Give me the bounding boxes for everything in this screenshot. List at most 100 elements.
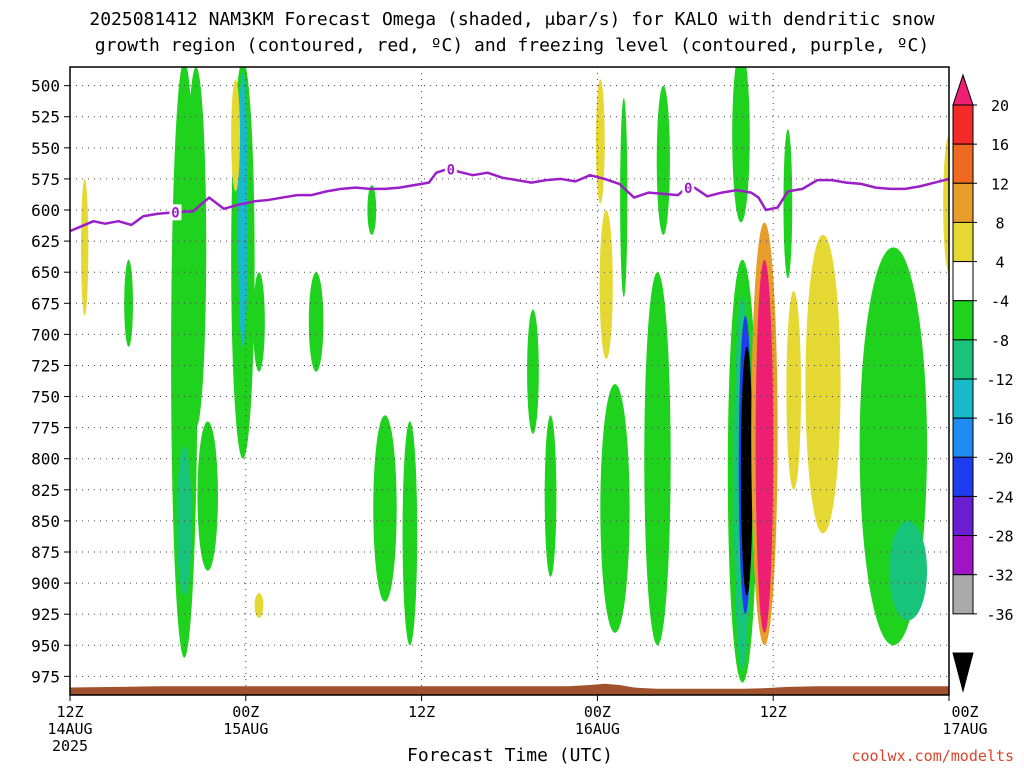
y-tick-label: 775 bbox=[31, 419, 60, 438]
x-tick-label: 15AUG bbox=[223, 720, 268, 738]
colorbar-label: -28 bbox=[986, 528, 1013, 546]
y-tick-label: 650 bbox=[31, 263, 60, 282]
freezing-level-contour: 0 0 0 bbox=[70, 161, 949, 233]
omega-region bbox=[237, 73, 248, 347]
colorbar-segment bbox=[952, 417, 974, 458]
y-tick-label: 950 bbox=[31, 636, 60, 655]
contour-label-bg bbox=[682, 179, 695, 196]
colorbar-segment bbox=[952, 261, 974, 302]
chart-title-line-2: growth region (contoured, red, ºC) and f… bbox=[94, 35, 930, 56]
colorbar-segment bbox=[952, 378, 974, 419]
x-tick-label: 14AUG bbox=[47, 720, 92, 738]
x-tick-label: 12Z bbox=[408, 703, 435, 721]
colorbar-label: -12 bbox=[986, 371, 1013, 389]
x-axis-label: Forecast Time (UTC) bbox=[407, 745, 613, 766]
omega-region bbox=[185, 67, 207, 428]
terrain-surface bbox=[70, 683, 949, 695]
y-tick-label: 725 bbox=[31, 356, 60, 375]
omega-region bbox=[786, 290, 802, 490]
y-tick-label: 525 bbox=[31, 108, 60, 127]
y-tick-label: 675 bbox=[31, 294, 60, 313]
colorbar-arrow-top bbox=[952, 73, 974, 106]
omega-shading bbox=[80, 67, 949, 683]
colorbar-label: 16 bbox=[991, 136, 1009, 154]
y-tick-label: 925 bbox=[31, 605, 60, 624]
omega-region bbox=[124, 259, 133, 347]
omega-region bbox=[783, 129, 793, 279]
colorbar-label: -16 bbox=[986, 410, 1013, 428]
omega-region bbox=[599, 210, 613, 360]
y-tick-label: 550 bbox=[31, 139, 60, 158]
omega-region bbox=[644, 272, 671, 646]
x-tick-label: 12Z bbox=[760, 703, 787, 721]
omega-region bbox=[620, 98, 628, 298]
colorbar-segment bbox=[952, 574, 974, 615]
y-tick-label: 900 bbox=[31, 574, 60, 593]
omega-region bbox=[805, 234, 841, 534]
colorbar-segment bbox=[952, 339, 974, 380]
omega-region bbox=[527, 309, 539, 434]
omega-region bbox=[253, 272, 265, 372]
chart-title-line-1: 2025081412 NAM3KM Forecast Omega (shaded… bbox=[89, 9, 935, 30]
omega-region bbox=[197, 421, 218, 571]
omega-region bbox=[740, 346, 753, 596]
x-tick-label: 00Z bbox=[232, 703, 259, 721]
omega-region bbox=[656, 85, 670, 235]
y-tick-label: 975 bbox=[31, 667, 60, 686]
y-tick-label: 625 bbox=[31, 232, 60, 251]
y-tick-label: 750 bbox=[31, 388, 60, 407]
colorbar-label: -4 bbox=[991, 293, 1009, 311]
y-axis: 500 525 550 575 600 625 650 675 700 725 750 775 800 8… bbox=[31, 77, 70, 686]
colorbar-label: -32 bbox=[986, 567, 1013, 585]
omega-region bbox=[402, 421, 418, 646]
colorbar-segment bbox=[952, 495, 974, 537]
x-tick-label: 00Z bbox=[951, 703, 978, 721]
colorbar-segment bbox=[952, 182, 974, 223]
grid-lines bbox=[70, 67, 949, 695]
freezing-level-label: 0 bbox=[171, 205, 179, 221]
plot-frame bbox=[69, 66, 950, 696]
colorbar-label: 12 bbox=[991, 175, 1009, 193]
y-tick-label: 875 bbox=[31, 543, 60, 562]
colorbar-label: -8 bbox=[991, 332, 1009, 350]
y-tick-label: 850 bbox=[31, 512, 60, 531]
contour-label-bg bbox=[444, 161, 457, 178]
omega-region bbox=[373, 415, 397, 602]
colorbar: 20 16 12 8 4 -4 -8 -12 -16 -20 -24 -28 -32 -36 bbox=[952, 73, 1014, 693]
y-tick-label: 800 bbox=[31, 450, 60, 469]
colorbar-arrow-bottom bbox=[952, 652, 974, 693]
x-tick-label: 00Z bbox=[584, 703, 611, 721]
terrain bbox=[70, 683, 949, 695]
omega-region bbox=[600, 384, 630, 633]
y-tick-label: 575 bbox=[31, 170, 60, 189]
colorbar-label: 20 bbox=[991, 97, 1009, 115]
omega-region bbox=[943, 135, 949, 273]
omega-region bbox=[254, 593, 264, 618]
y-tick-label: 600 bbox=[31, 201, 60, 220]
freezing-level-label: 0 bbox=[447, 163, 455, 179]
credit-text: coolwx.com/modelts bbox=[851, 747, 1014, 765]
contour-label-bg bbox=[169, 204, 182, 221]
colorbar-segment bbox=[952, 221, 974, 263]
x-tick-label: 12Z bbox=[56, 703, 83, 721]
colorbar-label: 8 bbox=[995, 214, 1004, 232]
omega-region bbox=[595, 79, 605, 204]
colorbar-segment bbox=[952, 300, 974, 341]
x-tick-label: 16AUG bbox=[575, 720, 620, 738]
colorbar-segment bbox=[952, 143, 974, 184]
colorbar-label: 4 bbox=[995, 254, 1004, 272]
x-tick-label: 2025 bbox=[52, 737, 88, 755]
omega-region bbox=[308, 272, 324, 372]
omega-region bbox=[367, 185, 377, 235]
omega-region bbox=[732, 67, 750, 223]
omega-region bbox=[231, 79, 240, 192]
omega-region bbox=[544, 415, 557, 577]
colorbar-label: -24 bbox=[986, 488, 1013, 506]
colorbar-label: -20 bbox=[986, 449, 1013, 467]
freezing-level-label: 0 bbox=[684, 181, 692, 197]
colorbar-segment bbox=[952, 456, 974, 497]
colorbar-segment bbox=[952, 104, 974, 145]
x-tick-label: 17AUG bbox=[942, 720, 987, 738]
